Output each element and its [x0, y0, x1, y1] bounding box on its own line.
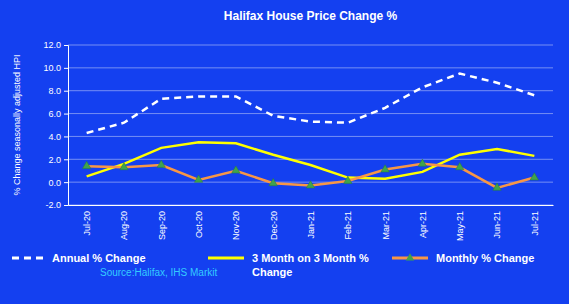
series-line — [87, 74, 535, 133]
x-tick: Jul-21 — [530, 205, 540, 236]
x-tick-label: Nov-20 — [231, 211, 241, 240]
grid-line — [68, 205, 553, 206]
x-tick-label: Mar-21 — [380, 211, 390, 240]
y-axis-line — [64, 46, 69, 206]
x-tick-label: Oct-20 — [194, 211, 204, 238]
y-tick: 12.0 — [43, 40, 68, 50]
x-tick: Jan-21 — [306, 205, 316, 239]
y-tick-label: 2.0 — [48, 155, 61, 165]
chart: -2.0 0.0 2.0 4.0 6.0 8.0 10.0 12.0 Jul-20 Aug-20 S… — [0, 0, 569, 304]
series-marker — [306, 181, 314, 188]
y-tick-mark — [64, 205, 68, 206]
y-axis-title: % Change seasonally adjusted HPI — [12, 54, 22, 195]
y-tick-label: 4.0 — [48, 132, 61, 142]
y-tick-label: -2.0 — [45, 200, 61, 210]
series-marker — [418, 159, 426, 166]
x-tick-label: Jul-20 — [82, 211, 92, 236]
series-line — [87, 164, 535, 188]
x-tick-label: Sep-20 — [157, 211, 167, 240]
grid — [68, 45, 553, 205]
x-tick: May-21 — [455, 205, 465, 241]
y-tick-label: 10.0 — [43, 63, 61, 73]
y-tick-label: 12.0 — [43, 40, 61, 50]
x-tick: Oct-20 — [194, 205, 204, 238]
y-tick-mark — [64, 136, 68, 137]
series-marker — [381, 165, 389, 172]
background — [0, 0, 569, 304]
grid-line — [68, 159, 553, 160]
y-tick: 8.0 — [48, 86, 68, 96]
y-tick: 0.0 — [48, 178, 68, 188]
series-marker — [120, 162, 128, 169]
y-tick-label: 0.0 — [48, 178, 61, 188]
y-tick-label: 6.0 — [48, 109, 61, 119]
y-tick: -2.0 — [45, 200, 68, 210]
x-tick: Feb-21 — [343, 205, 353, 240]
title: Halifax House Price Change % — [224, 9, 398, 23]
y-tick-mark — [64, 91, 68, 92]
x-tick-label: Jul-21 — [530, 211, 540, 236]
x-tick-label: Feb-21 — [343, 211, 353, 240]
y-tick: 2.0 — [48, 155, 68, 165]
x-tick-label: Jan-21 — [306, 211, 316, 239]
legend: Annual % Change 3 Month on 3 Month %Chang… — [12, 252, 534, 278]
y-tick: 6.0 — [48, 109, 68, 119]
x-tick: Dec-20 — [269, 205, 279, 240]
x-tick: Jun-21 — [492, 205, 502, 239]
grid-line — [68, 45, 553, 46]
legend-label: Monthly % Change — [436, 252, 534, 264]
series-marker — [194, 175, 202, 182]
y-tick: 4.0 — [48, 132, 68, 142]
x-tick: Sep-20 — [157, 205, 167, 240]
x-tick: Aug-20 — [119, 205, 129, 240]
series-line — [87, 142, 535, 179]
y-tick-mark — [64, 45, 68, 46]
series-group — [82, 74, 538, 191]
series-marker — [493, 183, 501, 190]
legend-swatch — [12, 257, 48, 260]
legend-label: 3 Month on 3 Month %Change — [252, 252, 369, 278]
x-tick: Apr-21 — [418, 205, 428, 238]
y-tick-mark — [64, 159, 68, 160]
grid-line — [68, 136, 553, 137]
legend-label: Annual % Change — [52, 252, 146, 264]
x-tick-label: May-21 — [455, 211, 465, 241]
series-marker — [456, 162, 464, 169]
x-tick-label: Aug-20 — [119, 211, 129, 240]
y-tick-mark — [64, 68, 68, 69]
x-tick-label: Jun-21 — [492, 211, 502, 239]
x-tick: Nov-20 — [231, 205, 241, 240]
series-marker — [344, 176, 352, 183]
x-tick-label: Apr-21 — [418, 211, 428, 238]
y-tick-mark — [64, 182, 68, 183]
legend-swatch — [208, 257, 244, 260]
source: Source:Halifax, IHS Markit — [100, 267, 217, 278]
grid-line — [68, 113, 553, 114]
series-marker — [269, 178, 277, 185]
series-marker — [530, 173, 538, 180]
y-tick-mark — [64, 114, 68, 115]
x-tick-label: Dec-20 — [269, 211, 279, 240]
x-tick: Jul-20 — [82, 205, 92, 236]
y-axis: -2.0 0.0 2.0 4.0 6.0 8.0 10.0 12.0 — [43, 40, 68, 210]
x-axis: Jul-20 Aug-20 Sep-20 Oct-20 Nov-20 Dec-20 Jan-… — [69, 205, 554, 241]
legend-marker — [406, 253, 414, 260]
plot: -2.0 0.0 2.0 4.0 6.0 8.0 10.0 12.0 Jul-20 Aug-20 S… — [43, 40, 553, 241]
grid-line — [68, 67, 553, 68]
x-tick: Mar-21 — [380, 205, 390, 240]
series-marker — [82, 161, 90, 168]
x-axis-line — [69, 205, 554, 206]
series-marker — [232, 166, 240, 173]
series-marker — [157, 160, 165, 167]
y-tick-label: 8.0 — [48, 86, 61, 96]
y-tick: 10.0 — [43, 63, 68, 73]
grid-line — [68, 90, 553, 91]
